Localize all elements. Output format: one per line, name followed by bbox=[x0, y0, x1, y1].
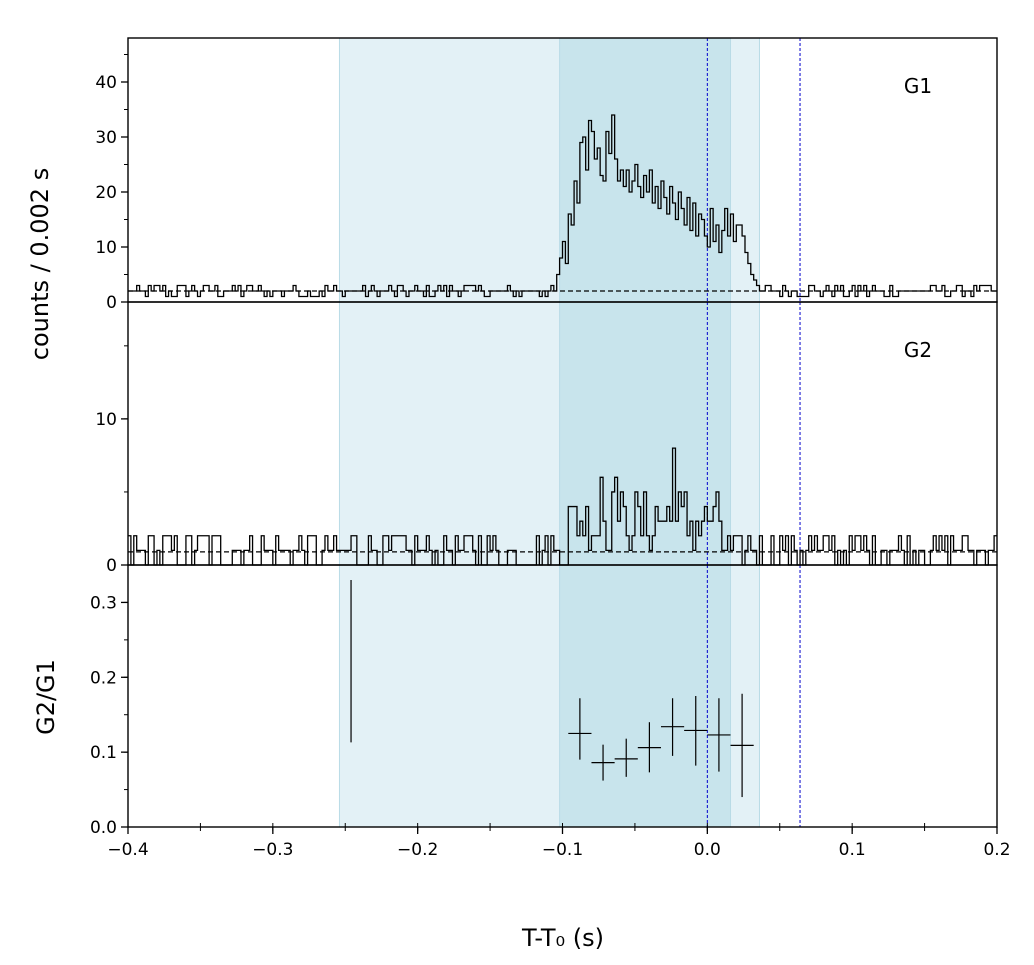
ytick-label-panel-1-4: 30 bbox=[95, 128, 117, 148]
xtick-label-7: 0.2 bbox=[983, 840, 1010, 860]
ytick-label-panel-3-4: 0.3 bbox=[90, 593, 117, 613]
xtick-label-6: 0.1 bbox=[839, 840, 866, 860]
y-axis-label-ratio: G2/G1 bbox=[32, 659, 60, 735]
ytick-label-panel-1-5: 40 bbox=[95, 73, 117, 93]
ytick-label-panel-3-2: 0.1 bbox=[90, 743, 117, 763]
xtick-label-1: −0.4 bbox=[107, 840, 148, 860]
ytick-label-panel-3-1: 0.0 bbox=[90, 818, 117, 838]
panel-label-g2: G2 bbox=[904, 338, 932, 362]
ytick-label-panel-1-2: 10 bbox=[95, 238, 117, 258]
data-series bbox=[128, 114, 997, 798]
ytick-label-panel-2-2: 10 bbox=[95, 410, 117, 430]
ytick-label-panel-1-1: 0 bbox=[106, 293, 117, 313]
ytick-label-panel-3-3: 0.2 bbox=[90, 668, 117, 688]
xtick-label-4: −0.1 bbox=[542, 840, 583, 860]
xtick-label-5: 0.0 bbox=[694, 840, 721, 860]
shaded-interval-inner-panel-3 bbox=[559, 565, 731, 827]
y-axis-label-counts: counts / 0.002 s bbox=[26, 168, 54, 360]
xtick-label-3: −0.2 bbox=[397, 840, 438, 860]
histogram-G1 bbox=[128, 114, 997, 298]
ytick-label-panel-2-1: 0 bbox=[106, 556, 117, 576]
panel-label-g1: G1 bbox=[904, 74, 932, 98]
tick-marks-and-labels: 0 10 20 30 40 0 10 0.0 0.1 0.2 0.3 −0.4 −0.3 −0.2 −0.1… bbox=[90, 54, 1011, 860]
xtick-label-2: −0.3 bbox=[252, 840, 293, 860]
vertical-marker-lines bbox=[706, 38, 801, 827]
ytick-label-panel-1-3: 20 bbox=[95, 183, 117, 203]
histogram-G2 bbox=[128, 447, 997, 566]
shaded-intervals bbox=[338, 38, 760, 827]
x-axis-label: T-T₀ (s) bbox=[521, 924, 604, 952]
